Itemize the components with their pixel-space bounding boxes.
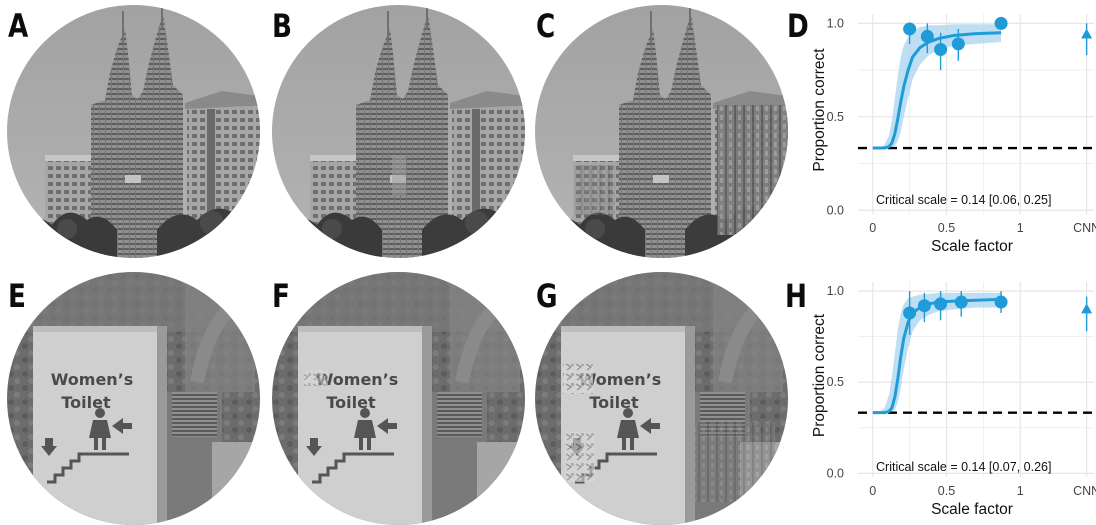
fit-confidence-band bbox=[872, 292, 1002, 413]
data-point bbox=[903, 306, 917, 320]
critical-scale-annotation: Critical scale = 0.14 [0.07, 0.26] bbox=[876, 460, 1051, 474]
tower-photo-distorted bbox=[535, 5, 788, 258]
data-point bbox=[920, 29, 934, 43]
critical-scale-annotation: Critical scale = 0.14 [0.06, 0.25] bbox=[876, 193, 1051, 207]
y-tick-label: 1.0 bbox=[827, 284, 844, 298]
toilet-photo-synthesized: Women’s Toilet bbox=[272, 272, 525, 525]
data-point bbox=[954, 295, 968, 309]
y-tick-label: 0.0 bbox=[827, 203, 844, 217]
cnn-point bbox=[1081, 28, 1093, 39]
data-point bbox=[934, 297, 948, 311]
x-tick-label: CNN bbox=[1073, 484, 1096, 498]
y-tick-label: 0.5 bbox=[827, 110, 844, 124]
sign-line-2: Toilet bbox=[61, 393, 111, 412]
x-tick-label: 0 bbox=[869, 221, 876, 235]
cnn-point bbox=[1081, 303, 1093, 314]
data-point bbox=[934, 43, 948, 57]
panel-label-f: F bbox=[272, 277, 290, 315]
y-tick-label: 0.5 bbox=[827, 375, 844, 389]
sign-line-1: Women’s bbox=[316, 370, 399, 389]
panel-label-b: B bbox=[272, 7, 293, 45]
y-tick-label: 0.0 bbox=[827, 466, 844, 480]
x-tick-label: 1 bbox=[1017, 221, 1024, 235]
x-axis-label: Scale factor bbox=[931, 238, 1013, 255]
tower-photo-synthesized bbox=[272, 5, 525, 258]
toilet-photo-distorted: Women’s Toilet bbox=[535, 272, 788, 525]
panel-label-c: C bbox=[536, 7, 556, 45]
fit-curve bbox=[872, 31, 1002, 150]
tower-photo-original bbox=[7, 5, 260, 258]
data-point bbox=[994, 16, 1008, 30]
proportion-correct-plot-d: 0.0 0.5 1.0 0 0.5 1 CNN Scale factor Proportion … bbox=[811, 14, 1096, 255]
panel-label-d: D bbox=[787, 7, 809, 45]
sign-line-2: Toilet bbox=[326, 393, 376, 412]
x-tick-label: 0.5 bbox=[938, 221, 955, 235]
x-tick-label: CNN bbox=[1073, 221, 1096, 235]
y-axis-label: Proportion correct bbox=[811, 48, 828, 172]
data-point bbox=[917, 299, 931, 313]
toilet-photo-original: Women’s Toilet bbox=[7, 272, 260, 525]
data-point bbox=[994, 295, 1008, 309]
y-tick-label: 1.0 bbox=[827, 16, 844, 30]
panel-label-a: A bbox=[8, 7, 29, 45]
fit-confidence-band bbox=[872, 24, 1002, 149]
sign-line-2: Toilet bbox=[589, 393, 639, 412]
sign-line-1: Women’s bbox=[579, 370, 662, 389]
panel-label-e: E bbox=[8, 277, 26, 315]
y-axis-label: Proportion correct bbox=[811, 313, 828, 437]
x-tick-label: 0 bbox=[869, 484, 876, 498]
panel-label-h: H bbox=[785, 277, 807, 315]
x-axis-label: Scale factor bbox=[931, 501, 1013, 518]
sign-line-1: Women’s bbox=[51, 370, 134, 389]
data-point bbox=[951, 37, 965, 51]
x-tick-label: 1 bbox=[1017, 484, 1024, 498]
panel-label-g: G bbox=[536, 277, 558, 315]
data-point bbox=[903, 22, 917, 36]
proportion-correct-plot-h: 0.0 0.5 1.0 0 0.5 1 CNN Scale factor Proportion … bbox=[811, 282, 1096, 518]
x-tick-label: 0.5 bbox=[938, 484, 955, 498]
